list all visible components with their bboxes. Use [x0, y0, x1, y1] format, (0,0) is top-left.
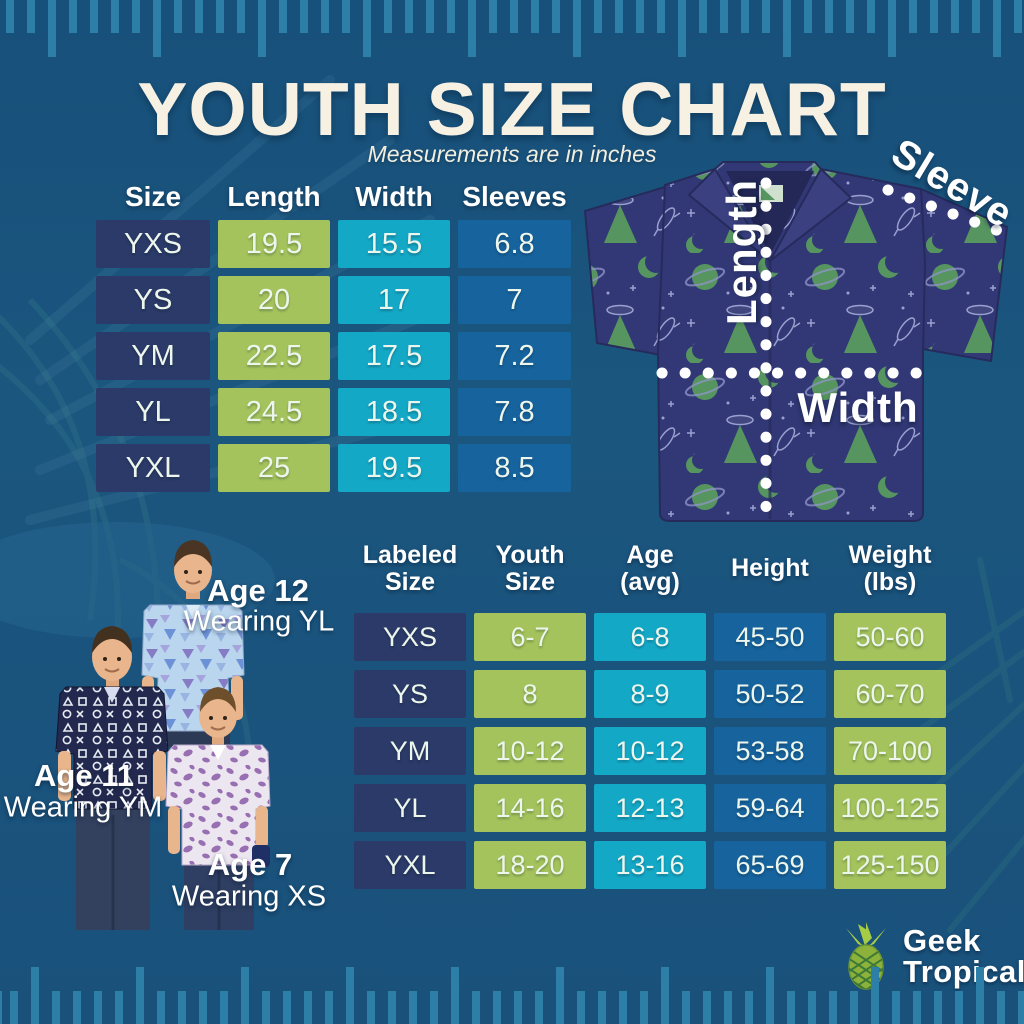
value-cell: 20: [218, 276, 330, 324]
value-cell: 7: [458, 276, 571, 324]
measurements-table: YXS 19.5 15.5 6.8 YS 20 17 7 YM 22.5 17.…: [96, 220, 571, 492]
column-header: Height: [731, 554, 809, 583]
model-wearing-label: Wearing YL: [183, 605, 335, 638]
value-cell: 15.5: [338, 220, 450, 268]
brand-name-line1: Geek: [903, 923, 981, 958]
model-photos: [0, 525, 360, 935]
size-label-cell: YL: [354, 784, 466, 832]
width-measure-label: Width: [797, 384, 919, 431]
size-label-cell: YXL: [96, 444, 210, 492]
value-cell: 50-60: [834, 613, 946, 661]
page-title: YOUTH SIZE CHART: [137, 67, 887, 151]
value-cell: 19.5: [338, 444, 450, 492]
value-cell: 45-50: [714, 613, 826, 661]
value-cell: 8.5: [458, 444, 571, 492]
pineapple-icon: [846, 922, 886, 990]
value-cell: 19.5: [218, 220, 330, 268]
model-wearing-label: Wearing XS: [171, 880, 327, 913]
column-header: Weight (lbs): [848, 540, 932, 596]
value-cell: 70-100: [834, 727, 946, 775]
fit-guide-table: YXS 6-7 6-8 45-50 50-60 YS 8 8-9 50-52 6…: [354, 613, 946, 889]
ruler-short-ticks: [0, 0, 1024, 33]
size-label-cell: YM: [96, 332, 210, 380]
value-cell: 6.8: [458, 220, 571, 268]
kid-age-7-figure: [165, 687, 271, 930]
size-label-cell: YS: [354, 670, 466, 718]
value-cell: 17.5: [338, 332, 450, 380]
column-header: Labeled Size: [362, 540, 458, 596]
value-cell: 8-9: [594, 670, 706, 718]
size-label-cell: YL: [96, 388, 210, 436]
shirt-illustration: [583, 161, 1013, 524]
brand-logo: Geek Tropical: [834, 920, 1024, 992]
value-cell: 18.5: [338, 388, 450, 436]
brand-name: Geek Tropical: [903, 925, 1024, 987]
measurements-table-header: Size Length Width Sleeves: [96, 180, 571, 214]
length-measure-label: Length: [718, 179, 765, 325]
column-header: Sleeves: [462, 180, 567, 212]
value-cell: 10-12: [594, 727, 706, 775]
value-cell: 7.2: [458, 332, 571, 380]
value-cell: 53-58: [714, 727, 826, 775]
value-cell: 24.5: [218, 388, 330, 436]
value-cell: 100-125: [834, 784, 946, 832]
ruler-short-ticks: [0, 991, 1024, 1024]
column-header: Length: [227, 180, 321, 212]
fit-guide-table-header: Labeled Size Youth Size Age (avg) Height…: [354, 533, 946, 605]
model-wearing-label: Wearing YM: [3, 791, 163, 824]
value-cell: 22.5: [218, 332, 330, 380]
column-header: Youth Size: [495, 540, 565, 596]
page-subtitle: Measurements are in inches: [367, 141, 657, 167]
ruler-long-ticks: [0, 0, 1024, 57]
ruler-top-decoration: [0, 0, 1024, 58]
column-header: Age (avg): [620, 540, 680, 596]
value-cell: 25: [218, 444, 330, 492]
size-label-cell: YXS: [354, 613, 466, 661]
value-cell: 17: [338, 276, 450, 324]
value-cell: 125-150: [834, 841, 946, 889]
value-cell: 12-13: [594, 784, 706, 832]
kids-photo-illustration: [55, 540, 271, 930]
value-cell: 50-52: [714, 670, 826, 718]
brand-name-line2: Tropical: [903, 954, 1024, 989]
value-cell: 13-16: [594, 841, 706, 889]
size-label-cell: YM: [354, 727, 466, 775]
size-label-cell: YXS: [96, 220, 210, 268]
size-label-cell: YXL: [354, 841, 466, 889]
model-age-label: Age 12: [207, 573, 309, 608]
value-cell: 8: [474, 670, 586, 718]
value-cell: 60-70: [834, 670, 946, 718]
value-cell: 10-12: [474, 727, 586, 775]
value-cell: 7.8: [458, 388, 571, 436]
column-header: Size: [124, 180, 182, 212]
shirt-measurement-diagram: Length Width Sleeve: [563, 131, 1024, 535]
value-cell: 65-69: [714, 841, 826, 889]
size-label-cell: YS: [96, 276, 210, 324]
model-age-label: Age 11: [34, 758, 134, 793]
value-cell: 18-20: [474, 841, 586, 889]
kid-age-11-figure: [55, 626, 169, 930]
column-header: Width: [355, 180, 433, 212]
value-cell: 6-8: [594, 613, 706, 661]
model-age-label: Age 7: [207, 847, 293, 882]
value-cell: 6-7: [474, 613, 586, 661]
value-cell: 14-16: [474, 784, 586, 832]
value-cell: 59-64: [714, 784, 826, 832]
